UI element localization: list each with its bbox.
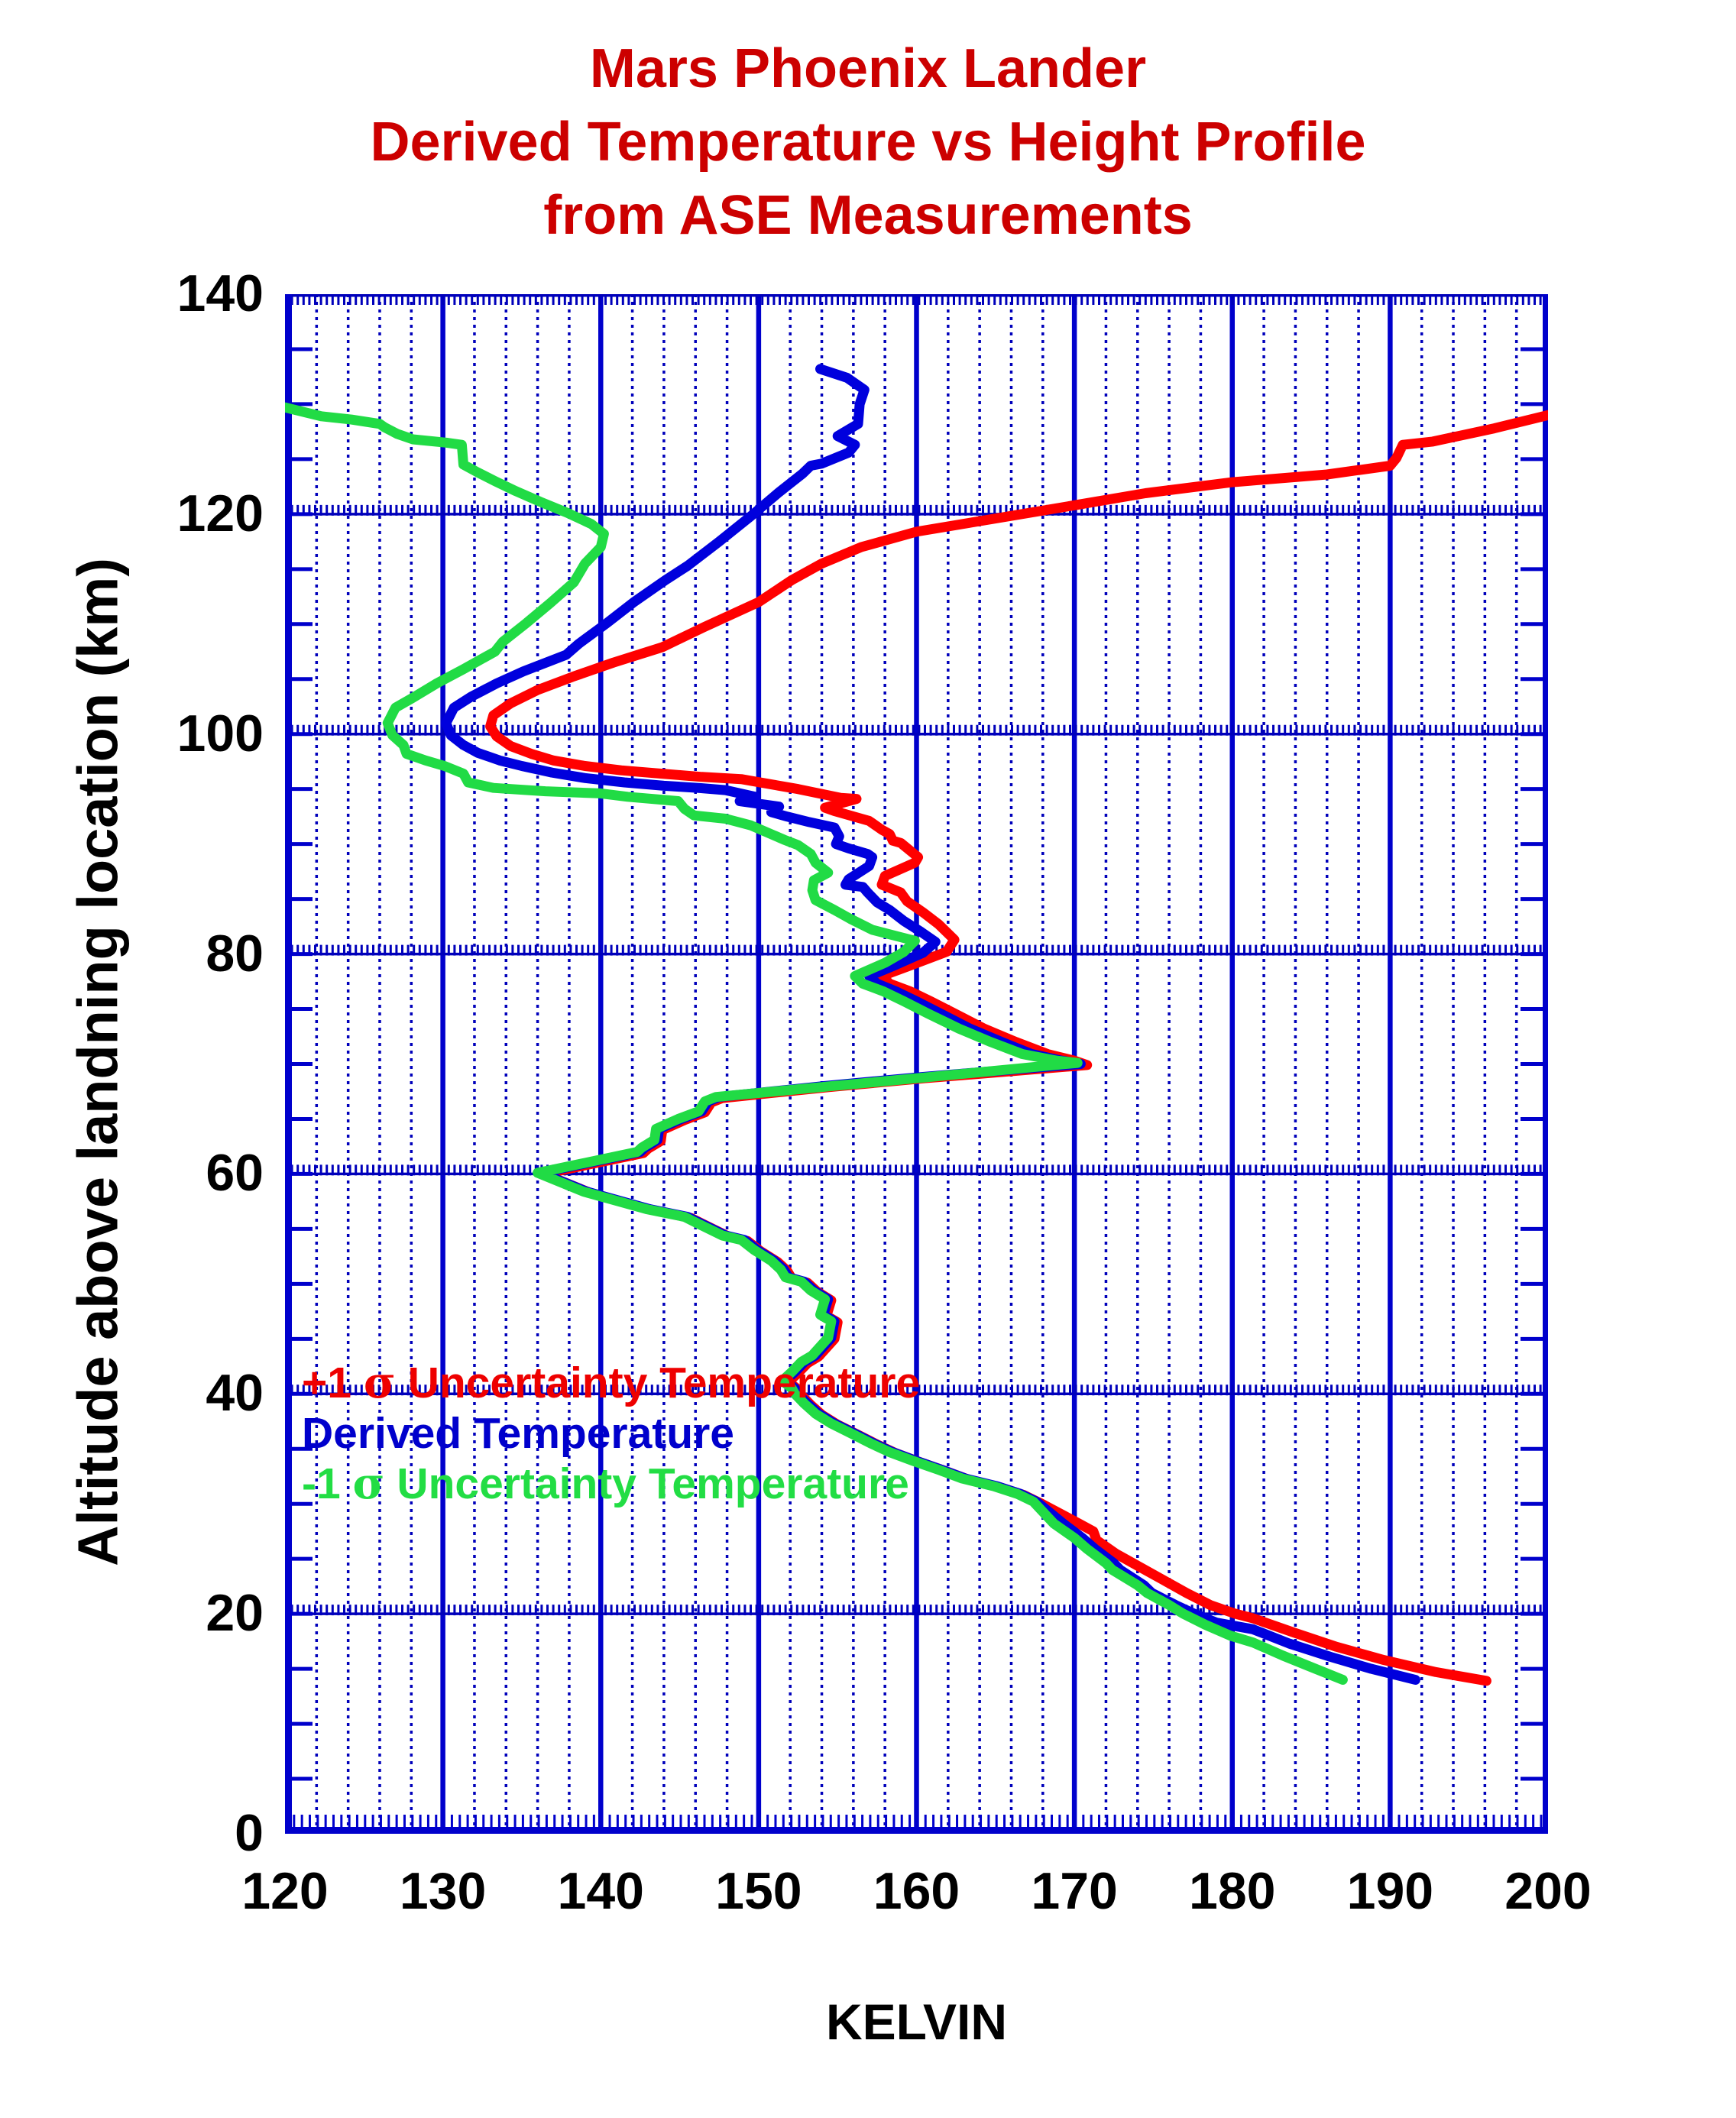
x-axis-title: KELVIN [825, 1993, 1008, 2050]
y-tick-label-140: 140 [177, 264, 264, 322]
chart-title-line-1: Mars Phoenix Lander [589, 38, 1147, 99]
x-tick-label-120: 120 [241, 1862, 329, 1920]
y-tick-label-100: 100 [177, 704, 264, 763]
chart-title-line-3: from ASE Measurements [543, 185, 1193, 246]
series-line--1-sigma-uncertainty-temperature [285, 402, 1348, 1685]
y-tick-label-120: 120 [177, 484, 264, 542]
x-tick-label-190: 190 [1346, 1862, 1434, 1920]
legend-plus-sigma-text: Uncertainty Temperature [395, 1359, 921, 1407]
y-tick-label-20: 20 [206, 1584, 264, 1643]
legend-item-derived: Derived Temperature [302, 1408, 734, 1459]
plot-area [285, 294, 1548, 1834]
legend-plus-sigma-prefix: +1 [302, 1359, 364, 1407]
legend-item-minus-sigma: -1 σ Uncertainty Temperature [302, 1459, 909, 1509]
sigma-symbol: σ [363, 1357, 396, 1408]
chart-title-line-2: Derived Temperature vs Height Profile [370, 112, 1366, 173]
legend-minus-sigma-prefix: -1 [302, 1459, 353, 1508]
x-tick-label-180: 180 [1189, 1862, 1276, 1920]
x-tick-label-200: 200 [1504, 1862, 1592, 1920]
x-tick-label-130: 130 [399, 1862, 487, 1920]
x-tick-label-160: 160 [873, 1862, 960, 1920]
y-tick-label-80: 80 [206, 924, 264, 983]
x-tick-label-170: 170 [1031, 1862, 1118, 1920]
sigma-symbol: σ [352, 1458, 385, 1509]
chart-canvas [285, 294, 1548, 1834]
y-tick-label-40: 40 [206, 1364, 264, 1423]
y-tick-label-60: 60 [206, 1144, 264, 1203]
legend-item-plus-sigma: +1 σ Uncertainty Temperature [302, 1358, 920, 1408]
y-tick-label-0: 0 [235, 1804, 264, 1862]
x-tick-label-140: 140 [557, 1862, 644, 1920]
series-group [285, 364, 1548, 1686]
legend-derived-text: Derived Temperature [302, 1409, 734, 1458]
x-tick-label-150: 150 [715, 1862, 802, 1920]
legend-minus-sigma-text: Uncertainty Temperature [384, 1459, 909, 1508]
chart-title: Mars Phoenix Lander Derived Temperature … [0, 32, 1736, 252]
